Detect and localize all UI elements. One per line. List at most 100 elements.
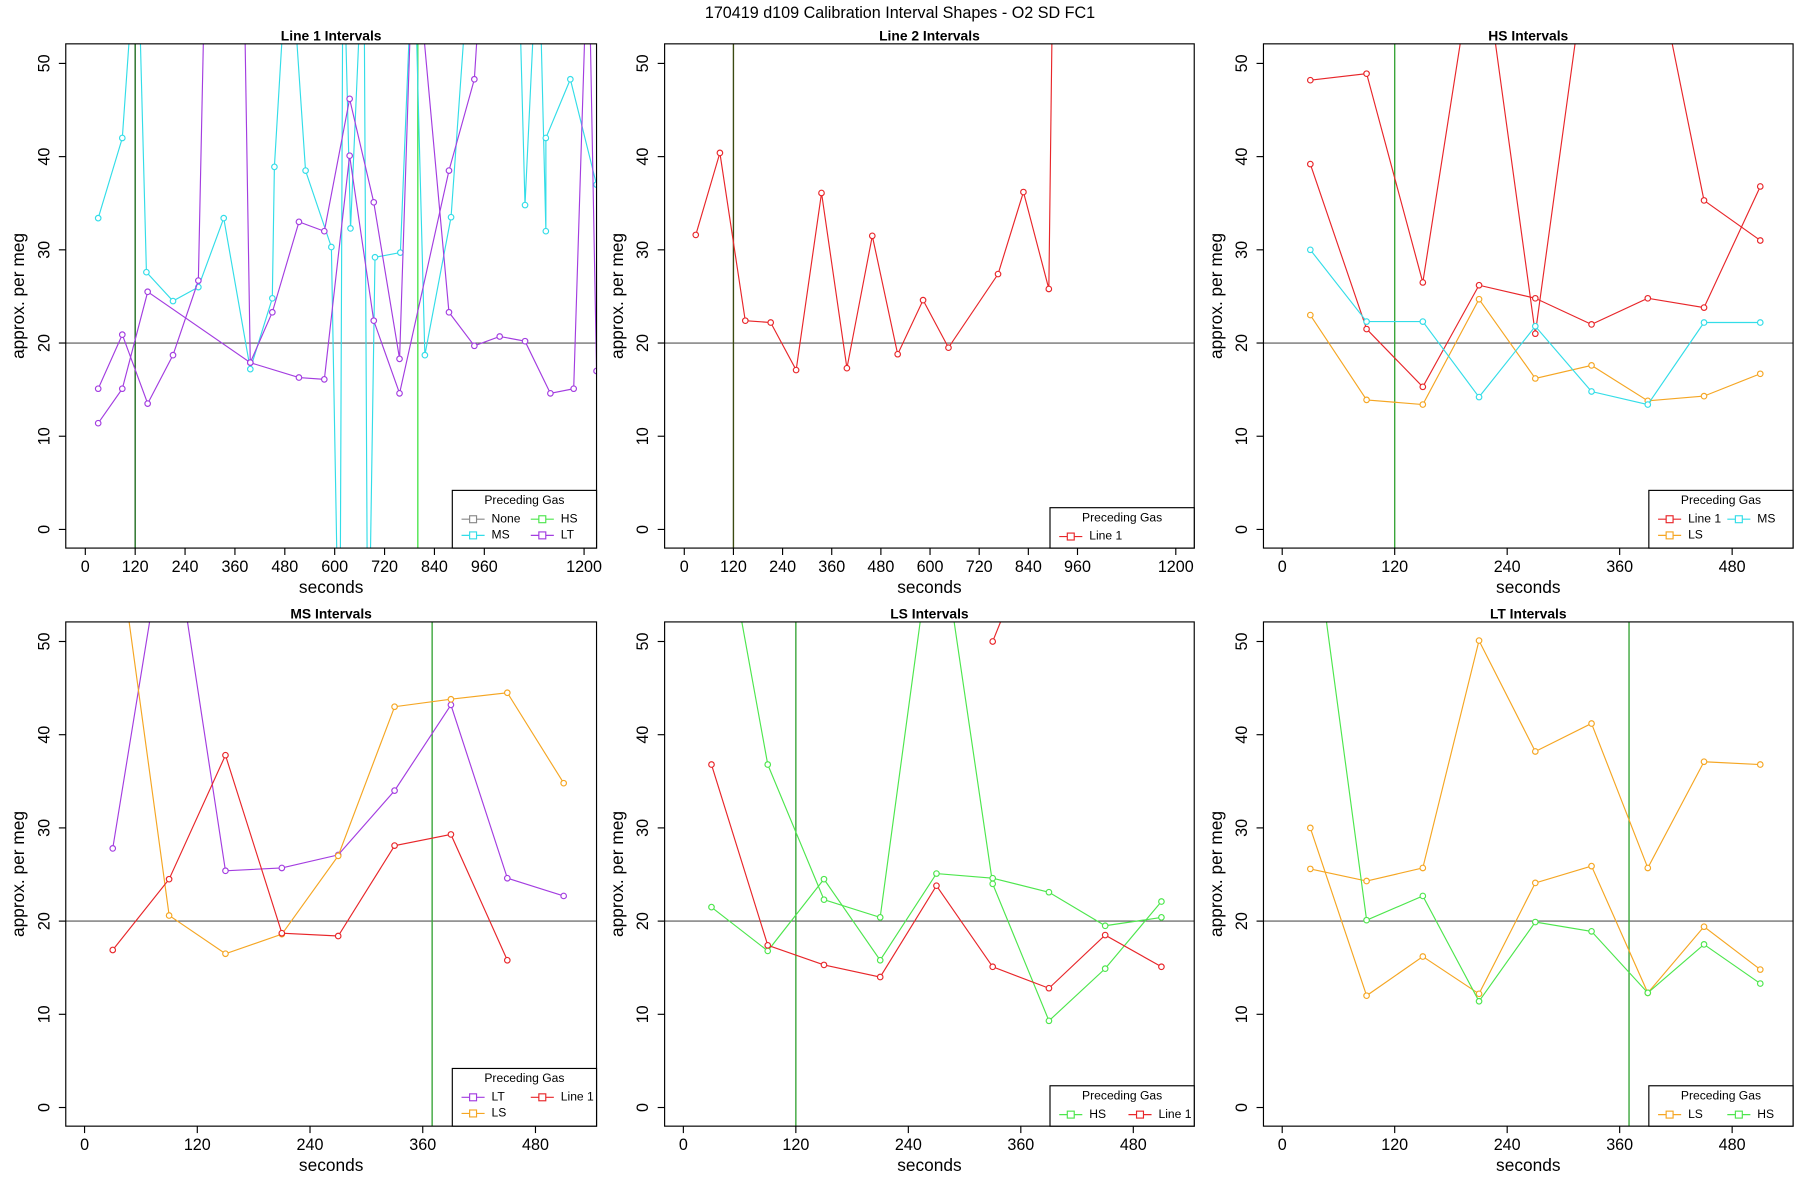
data-point [1756,237,1764,244]
y-axis-label: approx. per meg [607,233,627,359]
data-point [144,400,151,407]
data-point [1419,318,1427,325]
x-tick-label: 120 [184,1136,211,1154]
data-point [1700,319,1708,326]
x-tick-label: 960 [1064,558,1091,576]
data-point [396,390,403,397]
legend-box [1049,507,1195,549]
data-point [1700,304,1708,311]
y-tick-label: 10 [35,427,53,445]
series-line [1310,638,1761,882]
data-point [1419,864,1427,872]
legend-label: HS [1757,1107,1774,1121]
data-point [1756,183,1764,190]
x-tick-label: 240 [1494,558,1521,576]
x-tick-label: 480 [522,1136,549,1154]
data-point [542,134,550,142]
y-tick-label: 20 [634,334,652,352]
data-point [1158,963,1165,971]
x-tick-label: 360 [1007,1136,1034,1154]
data-point [1700,392,1708,400]
legend-label: MS [1757,511,1775,525]
data-point [708,761,715,768]
legend-swatch [1734,515,1743,524]
y-tick-label: 0 [1233,1103,1251,1112]
data-point [934,499,940,505]
panel: HS Intervals 0 10 20 30 40 50 0 120 240 360 480 seco… [1206,28,1794,597]
x-tick-label: 600 [321,558,348,576]
panel: Line 2 Intervals 0 10 20 30 40 50 0 120 240 360 480… [607,28,1195,597]
data-point [764,947,772,955]
data-point [1475,295,1483,303]
data-point [876,973,884,981]
data-point [1644,864,1652,872]
data-point [716,149,724,157]
legend-label: LT [561,528,575,542]
x-axis-label: seconds [1496,1155,1561,1175]
data-point [391,787,398,794]
legend-swatch [538,515,547,524]
data-point [1475,997,1483,1005]
data-point [1419,383,1427,391]
data-point [496,333,504,340]
data-point [246,359,254,366]
data-point [503,874,511,882]
data-point [337,713,343,719]
data-point [268,308,276,316]
data-point [1101,931,1109,939]
legend-label: LS [1688,1107,1703,1121]
x-tick-label: 360 [818,558,845,576]
x-tick-label: 600 [917,558,944,576]
x-tick-label: 240 [297,1136,324,1154]
data-point [1419,953,1427,960]
y-tick-label: 20 [634,912,652,930]
data-point [1363,318,1370,325]
y-tick-label: 50 [1233,633,1251,651]
series-line [1309,298,1761,406]
y-tick-label: 30 [35,819,53,837]
data-point [521,337,529,345]
legend-label: Line 1 [1089,529,1122,543]
y-tick-label: 50 [1233,54,1251,72]
y-tick-label: 30 [634,241,652,259]
plot-area [1263,621,1794,1127]
y-tick-label: 0 [35,1103,53,1112]
legend-swatch [538,531,547,540]
data-point [334,852,342,860]
data-point [989,880,997,888]
x-axis-label: seconds [897,1155,962,1175]
data-point [447,831,455,838]
data-point [1306,865,1314,873]
data-point [560,892,568,900]
y-tick-label: 10 [1233,1005,1251,1023]
panel: Line 1 Intervals 0 10 20 30 40 50 0 120 240 360 480… [8,28,602,719]
data-point [110,499,116,505]
data-point [246,365,254,373]
figure-title: 170419 d109 Calibration Interval Shapes … [705,4,1095,22]
series-line [97,43,464,549]
data-point [820,875,828,883]
legend-label: HS [1089,1107,1106,1121]
y-tick-label: 30 [634,819,652,837]
x-tick-label: 840 [1015,558,1042,576]
x-axis-label: seconds [299,1155,364,1175]
data-point [570,385,578,393]
data-point [741,317,749,325]
data-point [1588,928,1595,935]
legend-swatch [469,1109,478,1118]
data-point [1475,990,1483,998]
data-point [945,344,952,352]
data-point [445,308,453,316]
data-point [1419,279,1427,286]
legend-title: Preceding Gas [1681,493,1761,507]
panel-title: Line 2 Intervals [879,28,980,44]
series-line [1309,163,1761,388]
data-point [396,355,403,363]
data-point [820,961,828,969]
data-point [1475,637,1483,644]
series-line [1309,827,1761,997]
data-point [560,779,568,787]
x-tick-label: 360 [1606,1136,1633,1154]
